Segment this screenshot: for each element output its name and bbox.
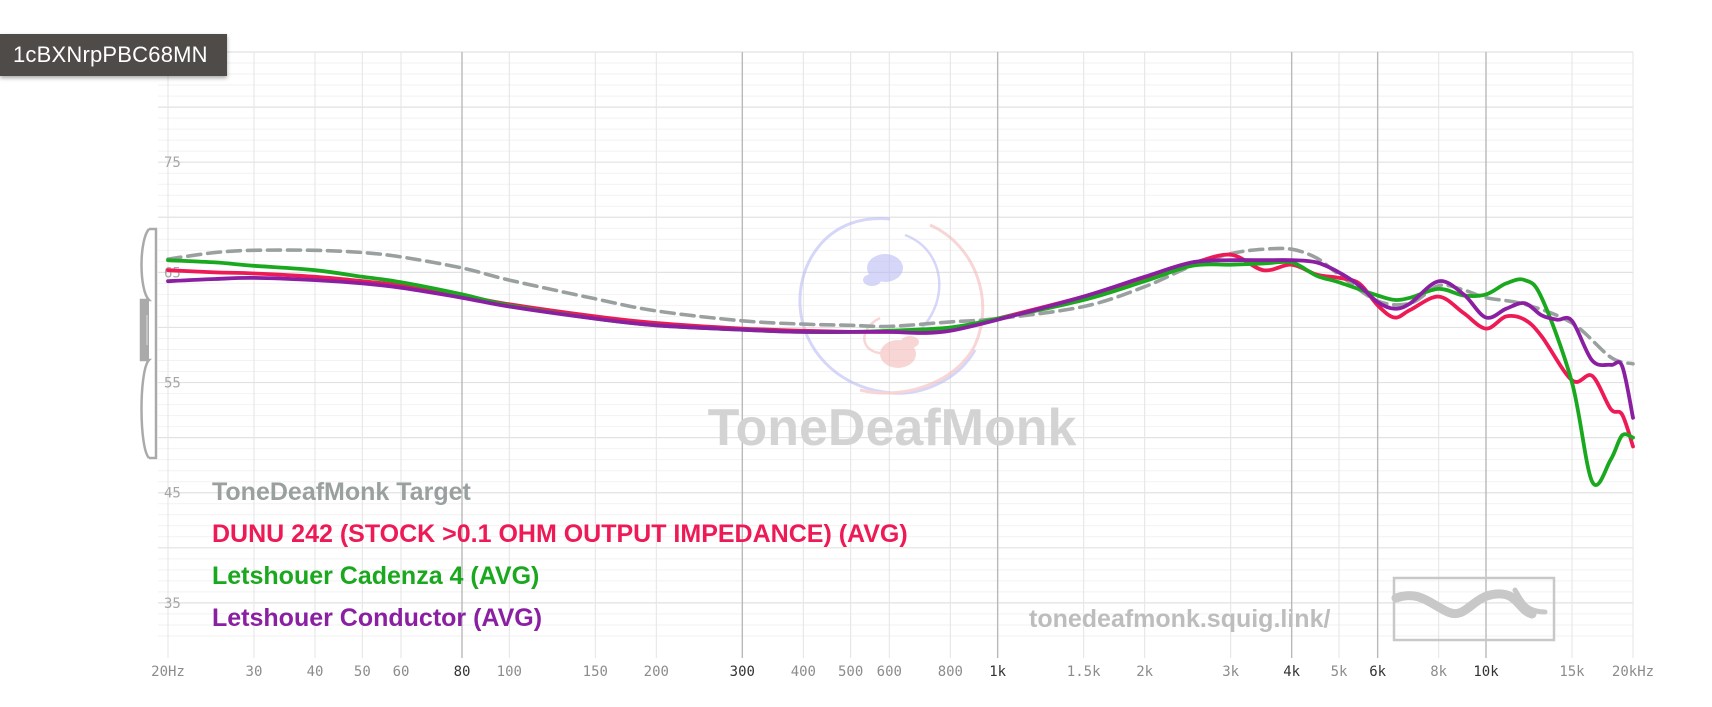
x-tick-label: 800 (938, 664, 963, 680)
legend-item-target[interactable]: ToneDeafMonk Target (212, 478, 471, 506)
watermark-text: ToneDeafMonk (708, 399, 1077, 457)
legend-item-cadenza-4[interactable]: Letshouer Cadenza 4 (AVG) (212, 562, 540, 590)
x-tick-label: 500 (838, 664, 863, 680)
x-tick-label: 4k (1283, 664, 1300, 680)
x-tick-label: 150 (583, 664, 608, 680)
x-tick-label: 15k (1559, 664, 1585, 680)
x-tick-label: 40 (307, 664, 324, 680)
y-axis-scale-handle[interactable] (139, 227, 158, 460)
frequency-response-curves (166, 246, 1635, 487)
y-tick-label: 35 (164, 596, 181, 612)
legend-item-conductor[interactable]: Letshouer Conductor (AVG) (212, 604, 543, 632)
x-tick-label: 50 (354, 664, 371, 680)
cadenza-4-curve (166, 258, 1635, 487)
legend-item-dunu-242[interactable]: DUNU 242 (STOCK >0.1 OHM OUTPUT IMPEDANC… (212, 520, 908, 548)
x-tick-label: 3k (1222, 664, 1239, 680)
x-tick-label: 60 (393, 664, 410, 680)
squig-logo (1391, 576, 1556, 642)
conductor-curve (166, 258, 1635, 420)
grid-lines: 20Hz 30 40 50 60 80 100 150 200 300 400 500 600 800 1k… (151, 51, 1654, 680)
x-tick-label: 20Hz (151, 664, 185, 680)
x-tick-label: 1.5k (1067, 664, 1101, 680)
x-tick-label: 200 (644, 664, 669, 680)
x-tick-label: 1k (989, 664, 1006, 680)
x-tick-label: 400 (791, 664, 816, 680)
x-tick-label: 600 (877, 664, 902, 680)
x-tick-label: 5k (1331, 664, 1348, 680)
x-tick-label: 8k (1430, 664, 1447, 680)
x-tick-label: 100 (497, 664, 522, 680)
graph-id-badge: 1cBXNrpPBC68MN (0, 34, 227, 76)
x-tick-label: 20kHz (1612, 664, 1654, 680)
x-tick-label: 2k (1136, 664, 1153, 680)
tonedeafmonk-logo (798, 217, 985, 395)
x-tick-label: 300 (730, 664, 755, 680)
x-tick-label: 6k (1369, 664, 1386, 680)
x-tick-label: 10k (1473, 664, 1499, 680)
y-tick-label: 75 (164, 155, 181, 171)
x-tick-label: 80 (454, 664, 471, 680)
site-url: tonedeafmonk.squig.link/ (1029, 605, 1331, 633)
x-tick-label: 30 (246, 664, 263, 680)
y-tick-label: 45 (164, 486, 181, 502)
y-tick-label: 55 (164, 376, 181, 392)
